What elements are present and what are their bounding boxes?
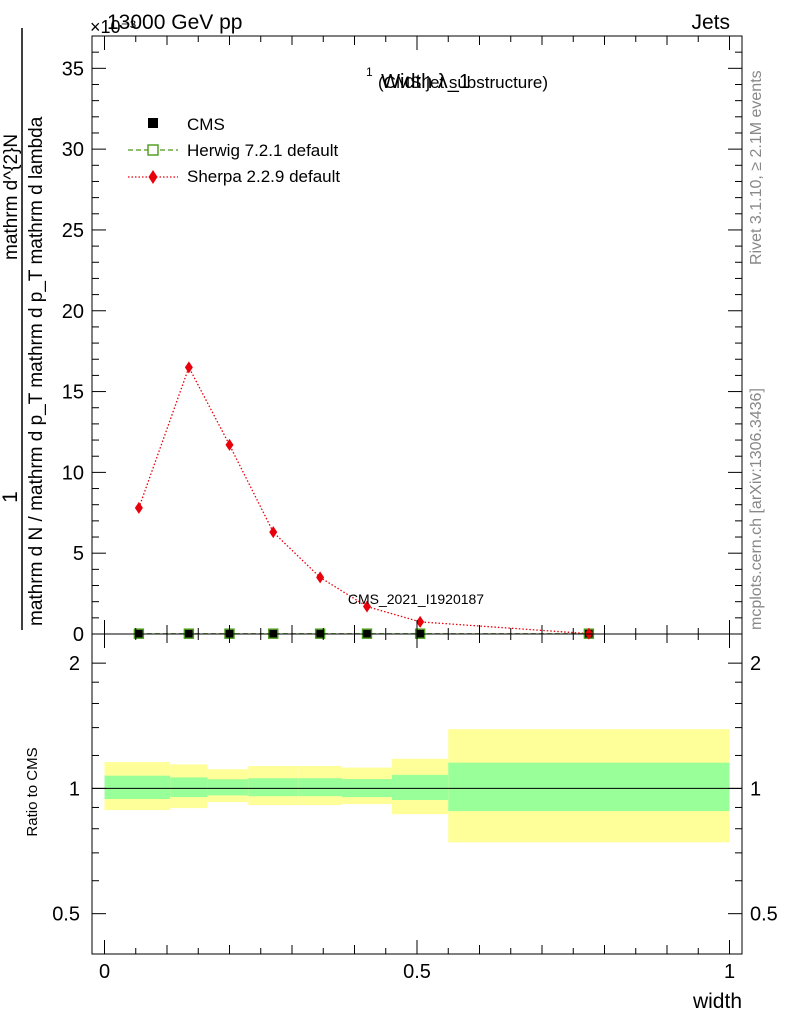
legend-marker-cms (148, 118, 158, 128)
watermark: CMS_2021_I1920187 (348, 591, 484, 607)
main-y-tick-label: 5 (73, 543, 84, 565)
ratio-panel: 0.5 0.51 12 2 0 0.5 1 Ratio to CMS width (24, 36, 778, 1013)
chart-title: Width λ_1 (381, 71, 470, 93)
ratio-inner-band (392, 774, 449, 800)
main-panel: 0 5 10 15 20 25 30 35 CMS_2021_I1920187 Width λ… (0, 28, 743, 646)
x-tick-label: 1 (724, 961, 735, 983)
x-tick-label: 0 (99, 961, 110, 983)
header-exponent: ×10⁻³ (90, 17, 136, 37)
ratio-y-label: Ratio to CMS (24, 747, 41, 836)
x-tick-label: 0.5 (403, 961, 431, 983)
legend-marker-herwig (147, 144, 159, 156)
sherpa-point (316, 571, 325, 584)
legend-entry-herwig: Herwig 7.2.1 default (128, 141, 338, 160)
sherpa-point (269, 526, 278, 539)
ratio-inner-band (448, 762, 730, 812)
legend-marker-sherpa (148, 170, 158, 184)
main-y-tick-label: 20 (62, 301, 84, 323)
ratio-y-tick-label: 0.5 (52, 904, 80, 926)
legend-entry-sherpa: Sherpa 2.2.9 default (128, 167, 340, 186)
main-y-tick-label: 10 (62, 462, 84, 484)
ratio-bands (104, 729, 730, 843)
mcplots-text: mcplots.cern.ch [arXiv:1306.3436] (748, 388, 765, 630)
sherpa-point (184, 361, 193, 374)
legend-label-cms: CMS (187, 115, 225, 134)
ylabel-lhs-num: 1 (0, 491, 22, 503)
legend-label-sherpa: Sherpa 2.2.9 default (187, 167, 340, 186)
ratio-y-tick-label: 2 (69, 653, 80, 675)
chart-title-suffix: (CMS jet substructure) (378, 73, 548, 92)
series-line-sherpa (138, 365, 589, 635)
ylabel-bottom-text: mathrm d N / mathrm d p_T mathrm d p_T m… (26, 116, 47, 626)
sherpa-point (416, 615, 425, 628)
ylabel-top-text: mathrm d^{2}N (1, 134, 22, 260)
header-right: Jets (691, 11, 730, 34)
ratio-inner-band (207, 779, 249, 796)
header-left: 13000 GeV pp (107, 11, 242, 34)
ratio-inner-band (104, 775, 171, 800)
ratio-y-tick-label-right: 2 (750, 653, 761, 675)
sherpa-point (134, 501, 143, 514)
ratio-y-tick-label-right: 0.5 (750, 904, 778, 926)
ratio-y-tick-label-right: 1 (750, 778, 761, 800)
main-y-tick-label: 30 (62, 139, 84, 161)
legend-label-herwig: Herwig 7.2.1 default (187, 141, 338, 160)
main-y-tick-label: 15 (62, 382, 84, 404)
main-y-tick-label: 0 (73, 624, 84, 646)
ratio-inner-band (170, 777, 208, 798)
x-axis-label: width (692, 990, 742, 1013)
main-y-tick-label: 35 (62, 58, 84, 80)
main-y-axis: 0 5 10 15 20 25 30 35 (62, 51, 742, 646)
x-axis: 0 0.5 1 (99, 36, 735, 983)
ratio-y-tick-label: 1 (69, 778, 80, 800)
sherpa-point (363, 600, 371, 613)
chart-title-sup: 1 (366, 65, 373, 79)
legend: CMS Herwig 7.2.1 default Sherpa 2.2.9 de… (128, 115, 340, 186)
ratio-inner-band (298, 778, 342, 797)
sherpa-point (225, 438, 234, 451)
rivet-version-text: Rivet 3.1.10, ≥ 2.1M events (748, 70, 765, 265)
main-y-tick-label: 25 (62, 220, 84, 242)
main-y-label: 1 mathrm d^{2}N mathrm d N / mathrm d p_… (0, 28, 47, 630)
ratio-inner-band (248, 778, 299, 797)
ratio-y-axis: 0.5 0.5 1 1 2 2 (52, 653, 778, 926)
legend-entry-cms: CMS (148, 115, 225, 134)
